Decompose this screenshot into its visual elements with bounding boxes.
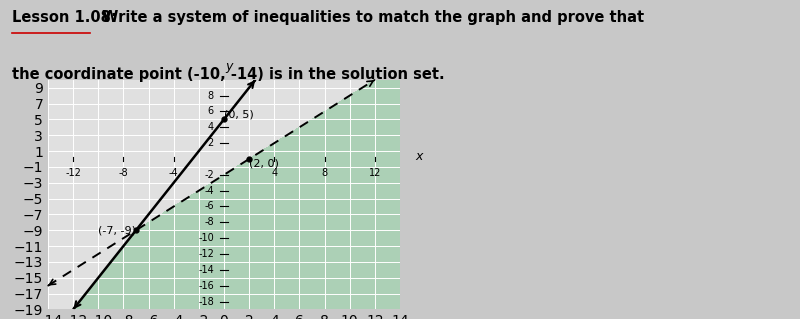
Text: -12: -12 xyxy=(198,249,214,259)
Text: -4: -4 xyxy=(169,168,178,178)
Text: -14: -14 xyxy=(198,265,214,275)
Text: -4: -4 xyxy=(204,186,214,196)
Text: -8: -8 xyxy=(118,168,128,178)
Text: -12: -12 xyxy=(66,168,81,178)
Text: 8: 8 xyxy=(208,91,214,100)
Text: -2: -2 xyxy=(204,170,214,180)
Text: 6: 6 xyxy=(208,107,214,116)
Text: -6: -6 xyxy=(204,202,214,211)
Text: -8: -8 xyxy=(204,217,214,227)
Text: -16: -16 xyxy=(198,281,214,291)
Text: (0, 5): (0, 5) xyxy=(224,109,254,119)
Text: -18: -18 xyxy=(198,296,214,307)
Text: x: x xyxy=(415,150,422,163)
Text: 12: 12 xyxy=(369,168,381,178)
Text: Lesson 1.08:: Lesson 1.08: xyxy=(12,10,117,25)
Text: Write a system of inequalities to match the graph and prove that: Write a system of inequalities to match … xyxy=(92,10,644,25)
Text: 8: 8 xyxy=(322,168,328,178)
Text: y: y xyxy=(226,60,233,73)
Text: 4: 4 xyxy=(271,168,278,178)
Text: the coordinate point (-10, -14) is in the solution set.: the coordinate point (-10, -14) is in th… xyxy=(12,67,445,82)
Text: (-7, -9): (-7, -9) xyxy=(98,225,136,235)
Text: -10: -10 xyxy=(198,233,214,243)
Text: 2: 2 xyxy=(208,138,214,148)
Text: (2, 0): (2, 0) xyxy=(249,159,279,169)
Text: 4: 4 xyxy=(208,122,214,132)
